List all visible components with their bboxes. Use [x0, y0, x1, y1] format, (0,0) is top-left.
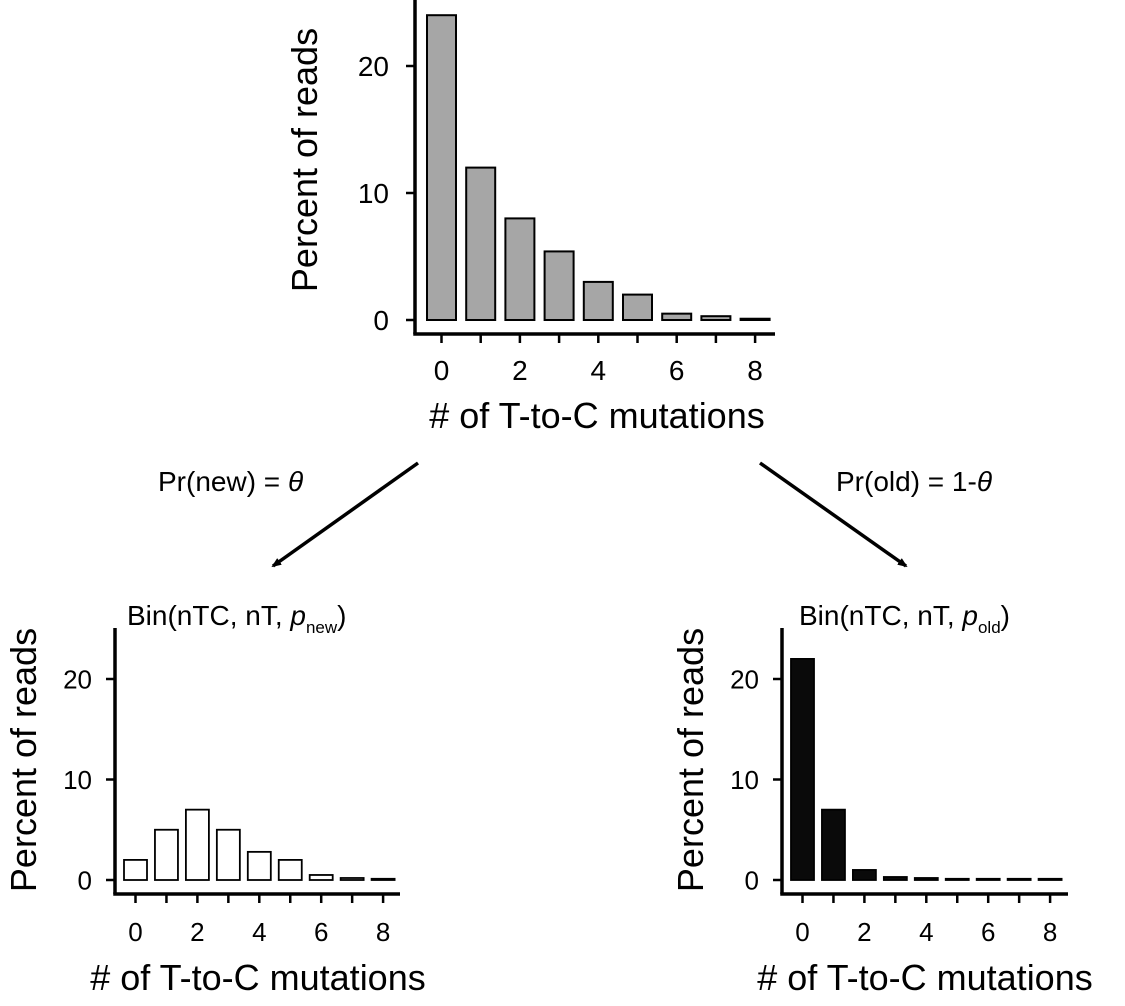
x-tick-label: 8 [747, 355, 763, 386]
new-axes: 0 10 20 0 2 4 6 8 [63, 628, 400, 947]
bar-4 [246, 850, 272, 881]
x-tick-label: 2 [512, 355, 528, 386]
arrow-old-label: Pr(old) = 1-θ [836, 466, 992, 497]
bar-5 [277, 859, 303, 881]
x-tick-label: 4 [919, 917, 933, 947]
bar-5 [944, 877, 970, 881]
x-tick-label: 6 [981, 917, 995, 947]
arrow-new [271, 461, 420, 568]
new-bars [123, 808, 396, 881]
new-y-axis-label: Percent of reads [3, 628, 44, 892]
bar-0 [123, 859, 148, 881]
y-tick-label: 20 [63, 664, 92, 694]
y-tick-label: 0 [78, 865, 92, 895]
bar-7 [1006, 877, 1032, 881]
top-y-axis-label: Percent of reads [284, 28, 325, 292]
bar-3 [882, 876, 908, 881]
old-histogram: Bin(nTC, nT, pold) 0 10 20 0 2 4 6 8 Percent of… [670, 600, 1093, 998]
old-y-axis-label: Percent of reads [670, 628, 711, 892]
bar-7 [700, 315, 732, 322]
arrow-old [758, 461, 908, 568]
bar-7 [339, 877, 365, 881]
bar-3 [215, 828, 241, 881]
bar-2 [504, 217, 536, 321]
top-bars [426, 14, 771, 322]
y-tick-label: 10 [358, 178, 389, 209]
y-tick-label: 20 [358, 51, 389, 82]
arrow-new-label: Pr(new) = θ [158, 466, 303, 497]
bar-1 [821, 808, 846, 881]
y-tick-label: 0 [745, 865, 759, 895]
bar-4 [913, 877, 939, 881]
old-bars [790, 658, 1063, 881]
y-tick-label: 10 [730, 765, 759, 795]
bar-6 [975, 877, 1001, 881]
x-tick-label: 2 [857, 917, 871, 947]
y-tick-label: 20 [730, 664, 759, 694]
new-histogram: Bin(nTC, nT, pnew) 0 10 20 0 2 4 6 8 Percent of… [3, 600, 426, 998]
x-tick-label: 2 [190, 917, 204, 947]
top-axes: 0 10 20 0 2 4 6 8 [358, 0, 775, 386]
bar-2 [184, 808, 210, 881]
y-tick-label: 0 [373, 305, 389, 336]
x-tick-label: 6 [314, 917, 328, 947]
x-tick-label: 0 [128, 917, 142, 947]
x-tick-label: 0 [795, 917, 809, 947]
new-x-axis-label: # of T-to-C mutations [90, 957, 425, 998]
x-tick-label: 4 [591, 355, 607, 386]
x-tick-label: 8 [376, 917, 390, 947]
x-tick-label: 4 [252, 917, 266, 947]
top-histogram: 0 10 20 0 2 4 6 8 Percent of reads # of T-to-C … [284, 0, 775, 436]
bar-8 [739, 317, 771, 322]
new-chart-title: Bin(nTC, nT, pnew) [127, 600, 346, 637]
bar-6 [661, 312, 693, 321]
old-chart-title: Bin(nTC, nT, pold) [799, 600, 1010, 637]
bar-1 [154, 828, 179, 881]
x-tick-label: 8 [1043, 917, 1057, 947]
y-tick-label: 10 [63, 765, 92, 795]
bar-1 [465, 166, 497, 321]
old-x-axis-label: # of T-to-C mutations [757, 957, 1092, 998]
bar-5 [622, 293, 653, 322]
bar-3 [543, 250, 575, 321]
x-tick-label: 6 [669, 355, 685, 386]
bar-6 [308, 874, 334, 881]
bar-0 [426, 14, 457, 321]
top-x-axis-label: # of T-to-C mutations [429, 395, 764, 436]
bar-4 [582, 280, 614, 321]
bar-0 [790, 658, 815, 881]
x-tick-label: 0 [434, 355, 450, 386]
bar-8 [1037, 877, 1063, 881]
bar-2 [852, 869, 877, 881]
bar-8 [370, 877, 396, 881]
old-axes: 0 10 20 0 2 4 6 8 [730, 628, 1068, 947]
